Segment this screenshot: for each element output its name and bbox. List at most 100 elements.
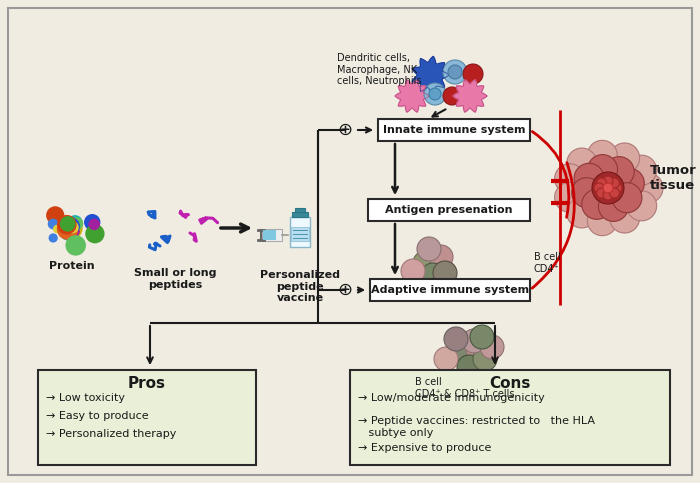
Circle shape [574,163,604,193]
Circle shape [603,183,613,193]
Circle shape [457,355,481,379]
Circle shape [53,225,62,233]
Circle shape [610,188,620,198]
FancyBboxPatch shape [378,119,530,141]
Circle shape [60,216,76,232]
Circle shape [567,198,597,228]
Circle shape [615,168,644,199]
Text: Adaptive immune system: Adaptive immune system [371,285,529,295]
Circle shape [604,156,634,186]
Circle shape [69,226,80,237]
Circle shape [598,191,629,221]
Circle shape [70,217,83,230]
Circle shape [480,335,504,359]
Circle shape [587,155,617,185]
Circle shape [444,327,468,351]
Circle shape [626,155,657,185]
Text: → Low toxicity: → Low toxicity [46,393,125,403]
Circle shape [594,183,604,193]
FancyBboxPatch shape [370,279,530,301]
Circle shape [62,220,76,235]
Circle shape [587,141,617,170]
Circle shape [401,259,425,283]
Circle shape [610,203,640,233]
Text: B cell
CD4⁺: B cell CD4⁺ [534,252,561,274]
FancyBboxPatch shape [368,199,530,221]
Circle shape [610,143,640,173]
Circle shape [84,214,100,230]
Circle shape [567,148,597,178]
Circle shape [612,183,622,193]
Circle shape [554,164,584,194]
FancyBboxPatch shape [295,208,305,212]
Circle shape [57,217,74,234]
Circle shape [429,88,441,100]
Circle shape [433,261,457,285]
Circle shape [633,173,663,203]
Text: Innate immune system: Innate immune system [383,125,525,135]
Circle shape [57,215,76,235]
Text: Antigen presenation: Antigen presenation [385,205,512,215]
Text: → Low/moderate immunogenicity: → Low/moderate immunogenicity [358,393,545,403]
Circle shape [554,182,584,213]
Circle shape [612,183,642,213]
Circle shape [66,221,78,233]
Text: Pros: Pros [128,375,166,390]
Circle shape [462,329,486,353]
Text: → Expensive to produce: → Expensive to produce [358,443,491,453]
Circle shape [610,178,620,188]
Circle shape [592,172,624,204]
Circle shape [448,341,472,365]
Circle shape [434,347,458,371]
Polygon shape [395,80,429,112]
Circle shape [413,251,437,275]
Circle shape [46,206,64,225]
Circle shape [62,217,80,235]
Text: Protein: Protein [49,261,94,271]
Circle shape [48,219,59,229]
Circle shape [470,325,494,349]
Text: Tumor
tissue: Tumor tissue [650,164,696,192]
Circle shape [626,191,657,221]
FancyBboxPatch shape [263,230,276,240]
Circle shape [417,237,441,261]
Circle shape [587,206,617,236]
Text: ⊕: ⊕ [337,121,353,139]
Circle shape [61,217,83,239]
Circle shape [603,176,613,186]
Circle shape [596,178,607,188]
FancyBboxPatch shape [291,227,309,241]
Text: Cons: Cons [489,375,531,390]
Circle shape [443,60,467,84]
Circle shape [67,215,83,230]
Circle shape [473,347,497,371]
FancyBboxPatch shape [350,370,670,465]
Circle shape [603,190,613,200]
Text: → Peptide vaccines: restricted to   the HLA
   subtye only: → Peptide vaccines: restricted to the HL… [358,416,595,438]
Circle shape [421,263,445,287]
Circle shape [60,226,76,241]
Circle shape [65,235,86,256]
FancyBboxPatch shape [290,217,310,247]
Text: Dendritic cells,
Macrophage, NK
cells, Neutrophils: Dendritic cells, Macrophage, NK cells, N… [337,53,421,86]
Text: → Personalized therapy: → Personalized therapy [46,429,176,439]
Circle shape [466,337,490,361]
Text: ⊕: ⊕ [337,281,353,299]
FancyBboxPatch shape [262,229,282,241]
FancyBboxPatch shape [292,212,308,217]
Text: Personalized
peptide
vaccine: Personalized peptide vaccine [260,270,340,303]
Circle shape [64,226,73,234]
Polygon shape [412,57,449,94]
Circle shape [448,65,462,79]
Circle shape [443,87,461,105]
Circle shape [48,233,58,242]
Circle shape [424,83,446,105]
Circle shape [572,178,602,208]
Text: B cell
CD4⁺ & CD8⁺ T cells: B cell CD4⁺ & CD8⁺ T cells [415,377,514,399]
Circle shape [429,245,453,269]
Circle shape [64,225,74,235]
Circle shape [596,188,607,198]
Circle shape [582,189,612,219]
Polygon shape [453,80,487,112]
Circle shape [57,218,78,240]
